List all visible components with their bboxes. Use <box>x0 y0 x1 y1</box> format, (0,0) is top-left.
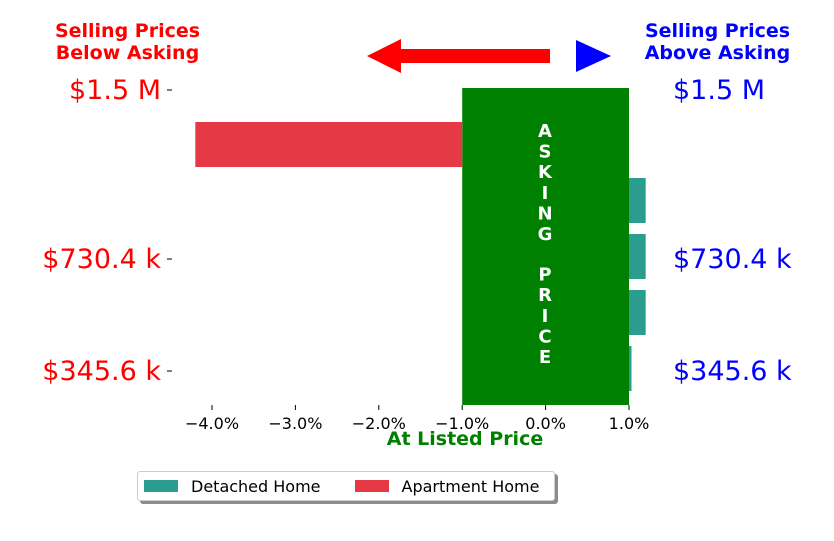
apartment-bar-0 <box>195 122 463 167</box>
y-tick-label-right-0: $1.5 M <box>673 75 765 106</box>
y-tick-label-left-0: $1.5 M <box>69 75 161 106</box>
x-tick-label-3: −1.0% <box>435 414 489 433</box>
asking-label-letter-3: I <box>542 183 549 204</box>
below-asking-header-line2: Below Asking <box>55 42 200 64</box>
detached-bar-0 <box>629 178 646 223</box>
y-tick-label-left-2: $345.6 k <box>42 356 161 387</box>
asking-label-letter-4: N <box>537 203 552 224</box>
asking-label-letter-10: I <box>542 306 549 327</box>
detached-bar-2 <box>629 290 646 335</box>
above-asking-header: Selling Prices Above Asking <box>630 20 805 64</box>
above-asking-header-line2: Above Asking <box>644 42 791 64</box>
y-tick-label-left-1: $730.4 k <box>42 244 161 275</box>
below-asking-header-line1: Selling Prices <box>54 20 201 42</box>
below-asking-header: Selling Prices Below Asking <box>40 20 215 64</box>
asking-price-band <box>462 88 629 405</box>
asking-label-letter-1: S <box>539 142 552 163</box>
x-tick-label-1: −3.0% <box>268 414 322 433</box>
detached-bar-1 <box>629 234 646 279</box>
asking-label-letter-2: K <box>538 162 553 183</box>
asking-label-letter-5: G <box>538 224 553 245</box>
asking-label-letter-11: C <box>538 326 551 347</box>
detached-bar-3 <box>629 346 632 391</box>
right-arrow-icon <box>576 40 611 72</box>
x-tick-label-2: −2.0% <box>352 414 406 433</box>
asking-label-letter-9: R <box>538 285 552 306</box>
legend-swatch-apartment <box>354 480 389 492</box>
asking-label-letter-8: P <box>538 265 551 286</box>
x-tick-label-0: −4.0% <box>185 414 239 433</box>
x-tick-label-4: 0.0% <box>525 414 566 433</box>
y-tick-label-right-2: $345.6 k <box>673 356 792 387</box>
left-arrow-icon <box>367 39 550 73</box>
x-tick-label-5: 1.0% <box>609 414 650 433</box>
legend-swatch-detached <box>144 480 178 492</box>
legend-item-detached: Detached Home <box>144 477 321 496</box>
asking-label-letter-0: A <box>538 121 552 142</box>
legend-item-apartment: Apartment Home <box>354 476 540 496</box>
above-asking-header-line1: Selling Prices <box>644 20 791 42</box>
legend: Detached Home Apartment Home <box>137 471 555 501</box>
y-tick-label-right-1: $730.4 k <box>673 244 792 275</box>
asking-label-letter-12: E <box>539 347 551 368</box>
legend-label-apartment: Apartment Home <box>401 476 540 496</box>
x-axis-label: At Listed Price <box>387 428 543 450</box>
legend-label-detached: Detached Home <box>191 476 321 496</box>
